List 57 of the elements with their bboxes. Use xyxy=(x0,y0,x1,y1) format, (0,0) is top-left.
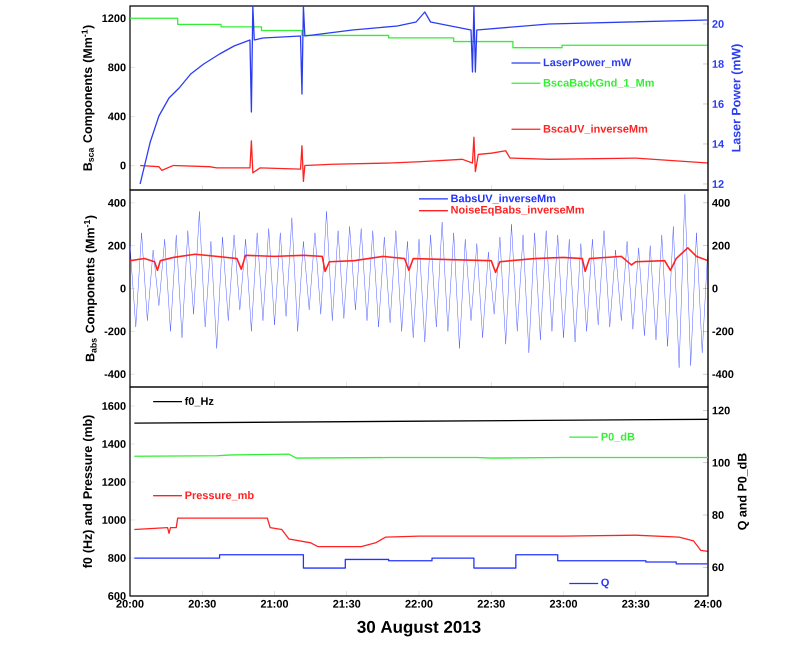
y-axis-title: f0 (Hz) and Pressure (mb) xyxy=(82,415,94,568)
x-tick-label: 24:00 xyxy=(694,600,722,608)
y2-tick-label: 16 xyxy=(712,100,724,108)
y-tick-label: -200 xyxy=(104,327,126,336)
y-tick-label: 1400 xyxy=(102,440,126,448)
y-tick-label: 0 xyxy=(120,284,126,292)
legend-label: BabsUV_inverseMm xyxy=(451,194,556,204)
y-tick-label: 600 xyxy=(108,592,126,600)
y-axis-title: B$_{abs}$ Components (Mm$^{-1}$) xyxy=(84,216,97,362)
y2-tick-label: 20 xyxy=(712,20,724,28)
legend-label: BscaBackGnd_1_Mm xyxy=(544,78,654,88)
y-tick-label: 200 xyxy=(108,242,126,250)
y2-tick-label: 120 xyxy=(712,406,730,414)
line-series xyxy=(139,6,708,185)
legend-label: P0_dB xyxy=(602,432,634,442)
y-tick-label: 1000 xyxy=(102,516,126,524)
y2-axis-title: Laser Power (mW) xyxy=(731,44,743,152)
y-tick-label: 400 xyxy=(108,112,126,120)
y2-tick-label: -200 xyxy=(712,327,734,336)
y2-tick-label: 200 xyxy=(712,242,730,250)
y-tick-label: 0 xyxy=(120,162,126,170)
y2-tick-label: 60 xyxy=(712,563,724,572)
x-tick-label: 21:30 xyxy=(333,600,360,608)
legend-label: NoiseEqBabs_inverseMm xyxy=(451,206,584,216)
y-tick-label: 800 xyxy=(108,63,126,72)
x-tick-label: 20:00 xyxy=(116,600,144,608)
y-tick-label: 1200 xyxy=(102,14,126,22)
y-tick-label: 800 xyxy=(108,554,126,562)
y-tick-label: 1600 xyxy=(102,402,126,410)
x-tick-label: 21:00 xyxy=(260,600,288,608)
y2-tick-label: -400 xyxy=(712,370,734,378)
y2-tick-label: 80 xyxy=(712,511,724,519)
line-series xyxy=(130,247,708,274)
x-tick-label: 23:00 xyxy=(550,600,578,608)
line-series xyxy=(130,194,708,368)
line-series xyxy=(139,136,708,182)
y-tick-label: 400 xyxy=(108,198,126,207)
y-tick-label: 1200 xyxy=(102,478,126,486)
x-tick-label: 20:30 xyxy=(188,600,216,608)
legend-label: BscaUV_inverseMm xyxy=(544,124,648,134)
y2-tick-label: 12 xyxy=(712,180,724,188)
y2-tick-label: 0 xyxy=(712,284,718,292)
y2-tick-label: 400 xyxy=(712,198,730,207)
legend-label: Q xyxy=(601,578,609,588)
y2-tick-label: 14 xyxy=(712,140,724,148)
x-tick-label: 22:30 xyxy=(478,600,505,608)
y2-tick-label: 100 xyxy=(712,458,730,467)
x-tick-label: 22:00 xyxy=(405,600,433,608)
y-axis-title: B$_{sca}$ Components (Mm$^{-1}$) xyxy=(82,25,94,170)
legend-label: f0_Hz xyxy=(184,396,214,406)
y-tick-label: -400 xyxy=(104,370,126,378)
legend-label: LaserPower_mW xyxy=(544,58,632,68)
x-axis-title: 30 August 2013 xyxy=(357,620,480,636)
y2-axis-title: Q and P0_dB xyxy=(737,453,749,530)
legend-label: Pressure_mb xyxy=(185,491,254,500)
y2-tick-label: 18 xyxy=(712,60,724,68)
x-tick-label: 23:30 xyxy=(622,600,650,608)
